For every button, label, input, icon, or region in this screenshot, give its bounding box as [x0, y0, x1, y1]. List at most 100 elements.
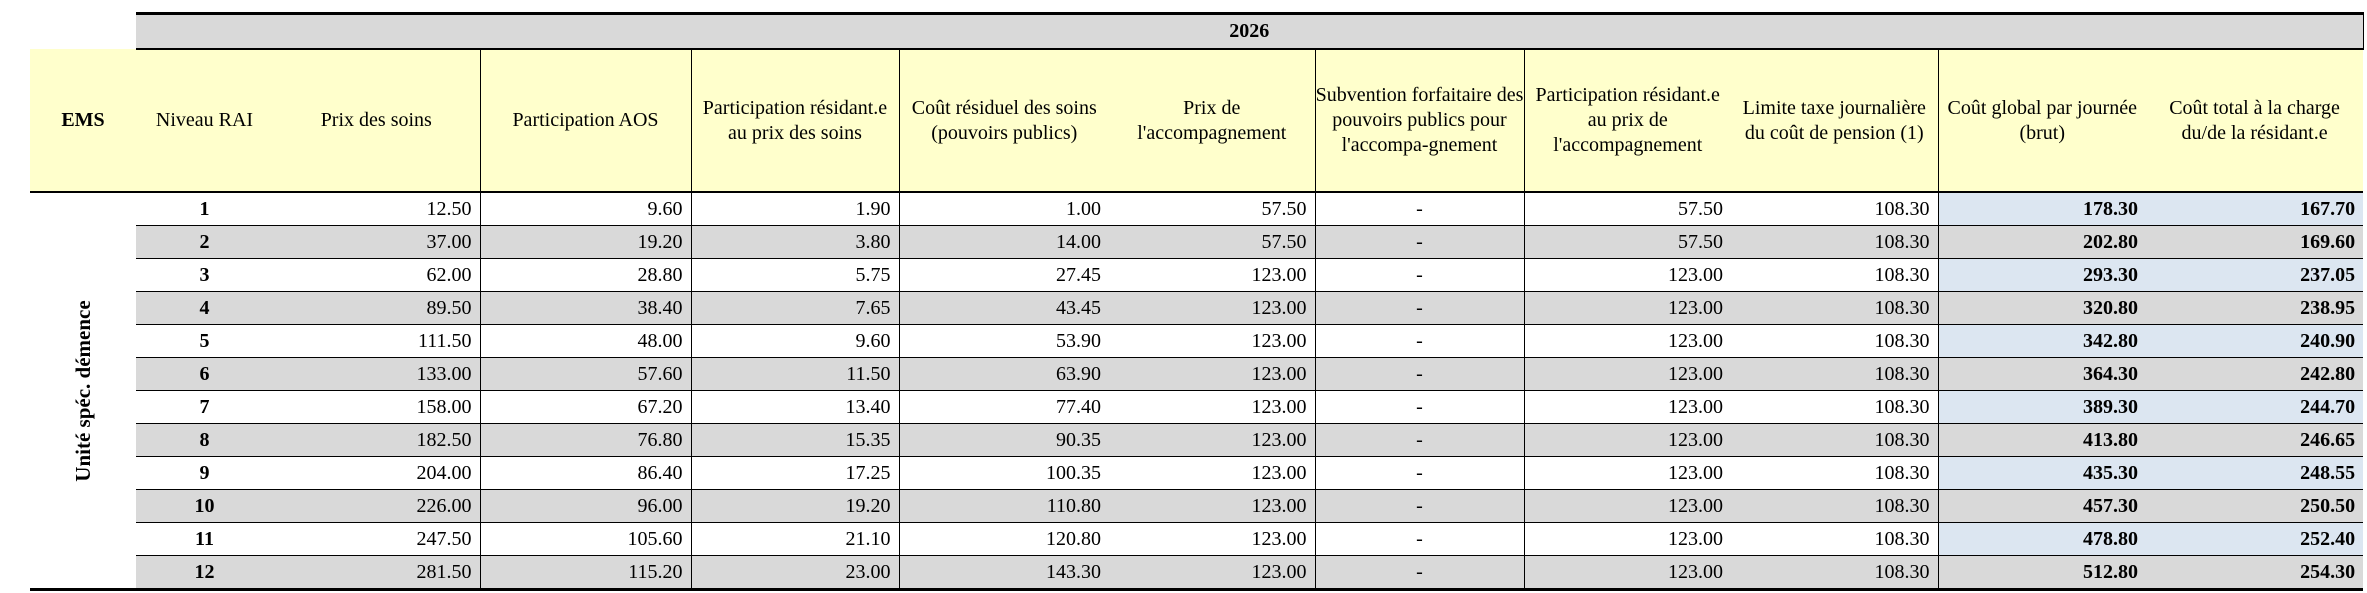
header-cout-global[interactable]: Coût global par journée (brut)	[1938, 49, 2146, 193]
cell-cout-total[interactable]: 167.70	[2146, 192, 2364, 226]
header-prix-accompagnement[interactable]: Prix de l'accompagnement	[1109, 49, 1316, 193]
cell-participation-aos[interactable]: 28.80	[480, 258, 692, 292]
cell-prix-soins[interactable]: 281.50	[273, 555, 481, 591]
cell-cout-total[interactable]: 244.70	[2146, 390, 2364, 424]
cell-prix-soins[interactable]: 182.50	[273, 423, 481, 457]
cell-limite-taxe[interactable]: 108.30	[1731, 192, 1939, 226]
cell-limite-taxe[interactable]: 108.30	[1731, 291, 1939, 325]
cell-cout-residuel[interactable]: 100.35	[899, 456, 1109, 490]
cell-participation-aos[interactable]: 96.00	[480, 489, 692, 523]
cell-prix-soins[interactable]: 89.50	[273, 291, 481, 325]
cell-participation-aos[interactable]: 105.60	[480, 522, 692, 556]
header-subvention[interactable]: Subvention forfaitaire des pouvoirs publ…	[1315, 49, 1525, 193]
cell-niveau-rai[interactable]: 4	[136, 291, 273, 325]
cell-participation-residant-accomp[interactable]: 123.00	[1524, 555, 1731, 591]
cell-cout-residuel[interactable]: 90.35	[899, 423, 1109, 457]
cell-niveau-rai[interactable]: 12	[136, 555, 273, 591]
cell-subvention[interactable]: -	[1315, 390, 1525, 424]
cell-participation-residant-accomp[interactable]: 123.00	[1524, 423, 1731, 457]
cell-cout-total[interactable]: 237.05	[2146, 258, 2364, 292]
cell-participation-residant-soins[interactable]: 9.60	[691, 324, 900, 358]
cell-prix-soins[interactable]: 226.00	[273, 489, 481, 523]
cell-cout-residuel[interactable]: 110.80	[899, 489, 1109, 523]
cell-cout-total[interactable]: 254.30	[2146, 555, 2364, 591]
cell-participation-residant-accomp[interactable]: 123.00	[1524, 258, 1731, 292]
cell-cout-global[interactable]: 478.80	[1938, 522, 2146, 556]
cell-prix-accompagnement[interactable]: 57.50	[1109, 225, 1316, 259]
cell-cout-residuel[interactable]: 120.80	[899, 522, 1109, 556]
cell-prix-accompagnement[interactable]: 123.00	[1109, 258, 1316, 292]
cell-niveau-rai[interactable]: 9	[136, 456, 273, 490]
cell-prix-soins[interactable]: 247.50	[273, 522, 481, 556]
cell-cout-residuel[interactable]: 77.40	[899, 390, 1109, 424]
header-participation-residant-soins[interactable]: Participation résidant.e au prix des soi…	[691, 49, 900, 193]
cell-participation-residant-accomp[interactable]: 123.00	[1524, 291, 1731, 325]
cell-niveau-rai[interactable]: 7	[136, 390, 273, 424]
cell-participation-aos[interactable]: 67.20	[480, 390, 692, 424]
cell-cout-residuel[interactable]: 63.90	[899, 357, 1109, 391]
cell-participation-aos[interactable]: 19.20	[480, 225, 692, 259]
header-ems[interactable]: EMS	[30, 49, 136, 193]
cell-subvention[interactable]: -	[1315, 456, 1525, 490]
cell-participation-residant-accomp[interactable]: 123.00	[1524, 456, 1731, 490]
cell-limite-taxe[interactable]: 108.30	[1731, 522, 1939, 556]
cell-cout-total[interactable]: 242.80	[2146, 357, 2364, 391]
cell-prix-soins[interactable]: 62.00	[273, 258, 481, 292]
cell-participation-residant-accomp[interactable]: 123.00	[1524, 522, 1731, 556]
cell-niveau-rai[interactable]: 2	[136, 225, 273, 259]
cell-prix-accompagnement[interactable]: 123.00	[1109, 456, 1316, 490]
cell-subvention[interactable]: -	[1315, 258, 1525, 292]
cell-participation-residant-soins[interactable]: 13.40	[691, 390, 900, 424]
cell-participation-aos[interactable]: 48.00	[480, 324, 692, 358]
cell-prix-accompagnement[interactable]: 123.00	[1109, 522, 1316, 556]
cell-cout-residuel[interactable]: 43.45	[899, 291, 1109, 325]
cell-participation-residant-soins[interactable]: 5.75	[691, 258, 900, 292]
cell-prix-accompagnement[interactable]: 123.00	[1109, 489, 1316, 523]
cell-subvention[interactable]: -	[1315, 423, 1525, 457]
cell-cout-residuel[interactable]: 14.00	[899, 225, 1109, 259]
cell-cout-total[interactable]: 238.95	[2146, 291, 2364, 325]
cell-niveau-rai[interactable]: 1	[136, 192, 273, 226]
cell-cout-total[interactable]: 240.90	[2146, 324, 2364, 358]
cell-limite-taxe[interactable]: 108.30	[1731, 456, 1939, 490]
header-niveau-rai[interactable]: Niveau RAI	[136, 49, 273, 193]
cell-cout-global[interactable]: 320.80	[1938, 291, 2146, 325]
cell-participation-aos[interactable]: 76.80	[480, 423, 692, 457]
cell-limite-taxe[interactable]: 108.30	[1731, 489, 1939, 523]
cell-subvention[interactable]: -	[1315, 291, 1525, 325]
cell-prix-soins[interactable]: 111.50	[273, 324, 481, 358]
cell-participation-residant-accomp[interactable]: 123.00	[1524, 357, 1731, 391]
cell-participation-residant-accomp[interactable]: 57.50	[1524, 192, 1731, 226]
cell-cout-global[interactable]: 457.30	[1938, 489, 2146, 523]
ems-group-cell[interactable]: Unité spéc. démence	[30, 192, 136, 591]
cell-participation-aos[interactable]: 38.40	[480, 291, 692, 325]
cell-cout-residuel[interactable]: 27.45	[899, 258, 1109, 292]
cell-participation-aos[interactable]: 115.20	[480, 555, 692, 591]
header-participation-aos[interactable]: Participation AOS	[480, 49, 692, 193]
cell-limite-taxe[interactable]: 108.30	[1731, 225, 1939, 259]
cell-participation-aos[interactable]: 9.60	[480, 192, 692, 226]
cell-subvention[interactable]: -	[1315, 324, 1525, 358]
cell-cout-global[interactable]: 293.30	[1938, 258, 2146, 292]
cell-niveau-rai[interactable]: 10	[136, 489, 273, 523]
header-cout-total[interactable]: Coût total à la charge du/de la résidant…	[2146, 49, 2364, 193]
cell-limite-taxe[interactable]: 108.30	[1731, 555, 1939, 591]
cell-cout-total[interactable]: 252.40	[2146, 522, 2364, 556]
cell-participation-residant-soins[interactable]: 3.80	[691, 225, 900, 259]
cell-cout-total[interactable]: 169.60	[2146, 225, 2364, 259]
cell-prix-accompagnement[interactable]: 57.50	[1109, 192, 1316, 226]
cell-prix-accompagnement[interactable]: 123.00	[1109, 555, 1316, 591]
cell-cout-global[interactable]: 202.80	[1938, 225, 2146, 259]
cell-subvention[interactable]: -	[1315, 225, 1525, 259]
cell-prix-accompagnement[interactable]: 123.00	[1109, 423, 1316, 457]
cell-prix-accompagnement[interactable]: 123.00	[1109, 324, 1316, 358]
cell-subvention[interactable]: -	[1315, 489, 1525, 523]
cell-niveau-rai[interactable]: 5	[136, 324, 273, 358]
cell-cout-residuel[interactable]: 1.00	[899, 192, 1109, 226]
cell-limite-taxe[interactable]: 108.30	[1731, 357, 1939, 391]
cell-prix-accompagnement[interactable]: 123.00	[1109, 357, 1316, 391]
cell-cout-global[interactable]: 512.80	[1938, 555, 2146, 591]
cell-cout-residuel[interactable]: 53.90	[899, 324, 1109, 358]
header-participation-residant-accomp[interactable]: Participation résidant.e au prix de l'ac…	[1524, 49, 1731, 193]
cell-prix-soins[interactable]: 204.00	[273, 456, 481, 490]
